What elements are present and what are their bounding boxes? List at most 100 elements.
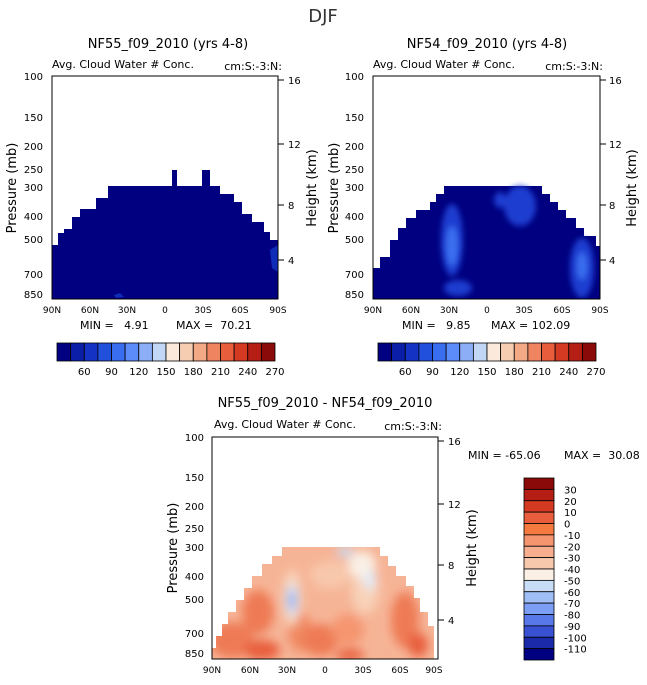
panel-nf54-ytick: 250: [345, 165, 364, 176]
panel-nf55-max: MAX = 70.21: [176, 319, 252, 332]
panel-nf55-ytick: 700: [24, 270, 43, 281]
panel-diff-xticks: 90N 60N 30N 0 30S 60S 90S: [203, 666, 443, 676]
panel-diff-max: MAX = 30.08: [564, 449, 640, 462]
colorbar-swatch: [111, 342, 126, 362]
panel-nf54-htick: 16: [609, 76, 622, 87]
panel-diff-ytick: 700: [185, 629, 204, 640]
panel-nf55-frame: [51, 75, 279, 300]
panel-diff-ytick: 250: [185, 524, 204, 535]
panel-nf55-units: cm:S:-3:N:: [224, 60, 282, 73]
panel-nf55-xtick: 60N: [81, 306, 99, 316]
colorbar-swatch: [192, 342, 208, 362]
colorbar-label: 90: [105, 367, 118, 378]
colorbar-swatch: [124, 342, 140, 362]
colorbar-swatch: [206, 342, 221, 362]
panel-diff-xtick: 0: [322, 666, 328, 676]
colorbar-a-copy: 60 90 120 150 180 210 240 270: [377, 342, 606, 378]
colorbar-swatch: [260, 342, 276, 362]
panel-diff-xtick: 90N: [203, 666, 221, 676]
colorbar-swatch: [247, 342, 262, 362]
colorbar-swatch: [523, 500, 555, 513]
panel-diff-height-ticks: [438, 440, 444, 621]
panel-diff-xtick: 30N: [278, 666, 296, 676]
panel-diff-mask: [212, 437, 438, 659]
panel-nf55-xticks: 90N 60N 30N 0 30S 60S 90S: [43, 306, 287, 316]
panel-diff-xtick: 60S: [391, 666, 408, 676]
colorbar-swatch: [568, 342, 583, 362]
colorbar-swatch: [581, 342, 597, 362]
colorbar-label: 60: [78, 367, 91, 378]
panel-diff-units: cm:S:-3:N:: [384, 420, 442, 433]
colorbar-swatch: [404, 342, 420, 362]
panel-nf55-ytick: 300: [24, 183, 43, 194]
panel-nf54-ylabel-right: Height (km): [625, 149, 640, 226]
colorbar-label: 120: [129, 367, 148, 378]
colorbar-swatch: [523, 591, 555, 604]
colorbar-label: -90: [564, 622, 580, 633]
colorbar-swatch: [83, 342, 99, 362]
colorbar-label: 180: [505, 367, 524, 378]
colorbar-swatch: [432, 342, 447, 362]
panel-nf55-ytick: 100: [24, 72, 43, 83]
colorbar-label: -110: [564, 645, 587, 656]
colorbar-label: 210: [532, 367, 551, 378]
panel-nf55-xtick: 90N: [43, 306, 61, 316]
panel-nf55-yticks: 100 150 200 250 300 400 500 700 850: [24, 72, 43, 301]
panel-nf55-xtick: 0: [162, 306, 168, 316]
panel-nf54-xtick: 60S: [553, 306, 570, 316]
panel-diff-htick: 4: [448, 616, 454, 627]
panel-nf55-title: NF55_f09_2010 (yrs 4-8): [88, 37, 248, 52]
colorbar-swatch: [523, 614, 555, 627]
colorbar-swatch: [138, 342, 153, 362]
panel-nf55-height-ticks: [278, 79, 284, 261]
panel-nf55-ytick: 200: [24, 142, 43, 153]
colorbar-label: -60: [564, 588, 580, 599]
panel-diff-contours: [212, 547, 428, 659]
colorbar-label: 0: [564, 520, 570, 531]
panel-diff-ytick: 300: [185, 543, 204, 554]
panel-nf54-ytick: 400: [345, 212, 364, 223]
colorbar-swatch: [220, 342, 235, 362]
colorbar-swatch: [472, 342, 488, 362]
colorbar-swatch: [523, 557, 555, 570]
colorbar-swatch: [97, 342, 112, 362]
colorbar-swatch: [523, 488, 555, 502]
colorbar-swatch: [523, 602, 555, 615]
colorbar-swatch: [418, 342, 433, 362]
panel-nf54-xtick: 30S: [515, 306, 532, 316]
colorbar-label: 150: [477, 367, 496, 378]
panel-nf55-xtick: 30N: [118, 306, 136, 316]
panel-nf55-subtitle: Avg. Cloud Water # Conc.: [52, 58, 194, 71]
colorbar-swatch: [523, 534, 555, 547]
colorbar-swatch: [523, 648, 555, 661]
panel-nf55: NF55_f09_2010 (yrs 4-8) Avg. Cloud Water…: [5, 37, 320, 378]
colorbar-swatch: [56, 342, 72, 362]
colorbar-a: 60 90 120 150 180 210 240 270: [56, 342, 285, 378]
colorbar-b: 3020100-10-20-30-40-50-60-70-80-90-100-1…: [523, 477, 587, 661]
panel-nf54-ytick: 850: [345, 290, 364, 301]
colorbar-label: 240: [559, 367, 578, 378]
colorbar-label: -40: [564, 565, 580, 576]
panel-nf54-xtick: 0: [484, 306, 490, 316]
panel-nf54-xtick: 90S: [591, 306, 608, 316]
panel-nf54-subtitle: Avg. Cloud Water # Conc.: [373, 58, 515, 71]
panel-diff-xtick: 60N: [241, 666, 259, 676]
panel-nf54-htick: 12: [609, 140, 622, 151]
panel-nf55-ylabel-right: Height (km): [305, 149, 320, 226]
colorbar-label: 270: [586, 367, 605, 378]
colorbar-swatch: [523, 545, 555, 559]
panel-nf54-htick: 4: [609, 256, 615, 267]
colorbar-swatch: [523, 511, 555, 524]
panel-diff-min: MIN = -65.06: [468, 449, 541, 462]
panel-nf55-htick: 8: [288, 201, 294, 212]
panel-nf54-height-ticks: [600, 79, 606, 261]
colorbar-swatch: [445, 342, 461, 362]
colorbar-label: 30: [564, 485, 577, 496]
panel-nf55-xtick: 60S: [231, 306, 248, 316]
panel-nf54-ytick: 150: [345, 113, 364, 124]
colorbar-swatch: [151, 342, 167, 362]
colorbar-swatch: [391, 342, 406, 362]
panel-nf55-ytick: 850: [24, 290, 43, 301]
panel-nf54-xtick: 90N: [364, 306, 382, 316]
